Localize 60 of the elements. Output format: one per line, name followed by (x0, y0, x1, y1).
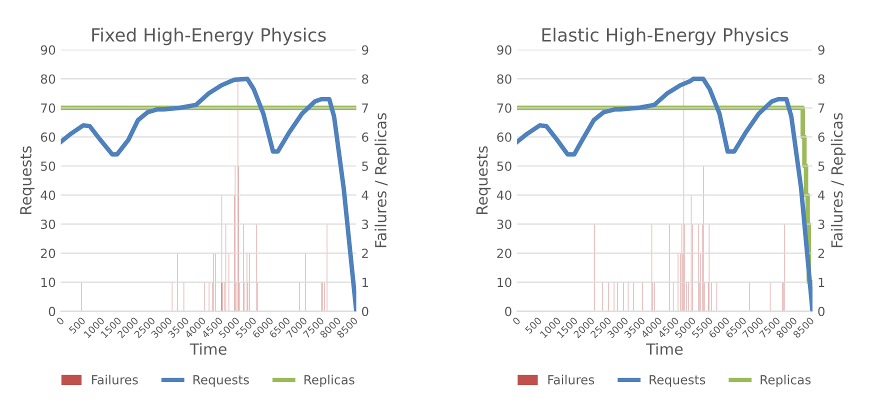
y-axis-title: Requests (476, 146, 491, 214)
chart-title: Fixed High-Energy Physics (92, 28, 326, 46)
y2-tick-label: 1 (362, 278, 368, 287)
y2-axis-title: Failures / Replicas (374, 113, 390, 248)
y-tick-label: 30 (497, 220, 512, 230)
y2-tick-label: 3 (362, 220, 368, 230)
y2-tick-label: 0 (818, 306, 824, 316)
x-tick-label: 500 (68, 316, 86, 334)
y-tick-label: 70 (497, 103, 512, 113)
x-tick-label: 0 (56, 316, 65, 326)
y2-tick-label: 6 (818, 132, 825, 142)
legend-label: Requests (650, 375, 706, 387)
line-series (60, 76, 356, 312)
y2-tick-label: 4 (818, 190, 825, 200)
y-tick-label: 90 (497, 45, 512, 55)
y-tick-label: 10 (41, 278, 56, 288)
x-axis-title: Time (646, 343, 683, 355)
y2-tick-label: 0 (362, 306, 368, 316)
x-axis-title: Time (190, 343, 226, 355)
y-tick-label: 60 (497, 132, 512, 142)
y2-tick-label: 2 (362, 248, 368, 258)
y-tick-label: 50 (41, 161, 56, 171)
y-tick-label: 90 (40, 45, 56, 55)
y-axis-title: Requests (20, 146, 35, 214)
y-tick-label: 20 (497, 248, 512, 258)
y2-tick-label: 9 (818, 45, 824, 55)
y-tick-label: 40 (496, 190, 512, 200)
legend-label: Requests (193, 375, 249, 387)
y-tick-label: 50 (497, 161, 512, 171)
y2-tick-label: 6 (362, 132, 368, 142)
y-tick-label: 80 (497, 74, 512, 84)
y-tick-label: 80 (40, 74, 56, 84)
y2-tick-label: 3 (818, 220, 824, 230)
y-tick-label: 70 (41, 103, 56, 113)
legend-label: Failures (92, 374, 138, 384)
x-tick-label: 500 (524, 316, 542, 334)
y2-tick-label: 9 (362, 45, 368, 55)
legend-label: Replicas (304, 374, 354, 387)
y2-tick-label: 5 (362, 162, 368, 171)
y2-tick-label: 7 (362, 104, 368, 113)
line-series (517, 76, 813, 312)
y-tick-label: 0 (505, 306, 512, 316)
y-tick-label: 0 (48, 306, 56, 316)
y2-tick-label: 7 (818, 104, 824, 113)
y2-tick-label: 2 (818, 248, 824, 258)
y-tick-label: 10 (498, 278, 512, 288)
y-tick-label: 20 (40, 248, 56, 258)
legend-label: Failures (548, 374, 594, 384)
y-tick-label: 60 (40, 132, 56, 142)
y2-tick-label: 8 (362, 74, 368, 84)
y2-axis-title: Failures / Replicas (830, 113, 846, 248)
y2-tick-label: 8 (818, 74, 824, 84)
y-tick-label: 30 (41, 220, 56, 230)
y2-tick-label: 1 (818, 278, 824, 287)
x-tick-label: 0 (512, 316, 521, 326)
y2-tick-label: 5 (818, 162, 824, 171)
legend-label: Replicas (760, 374, 811, 387)
chart-title: Elastic High-Energy Physics (542, 28, 788, 46)
y-tick-label: 40 (40, 190, 56, 200)
y2-tick-label: 4 (362, 190, 368, 200)
